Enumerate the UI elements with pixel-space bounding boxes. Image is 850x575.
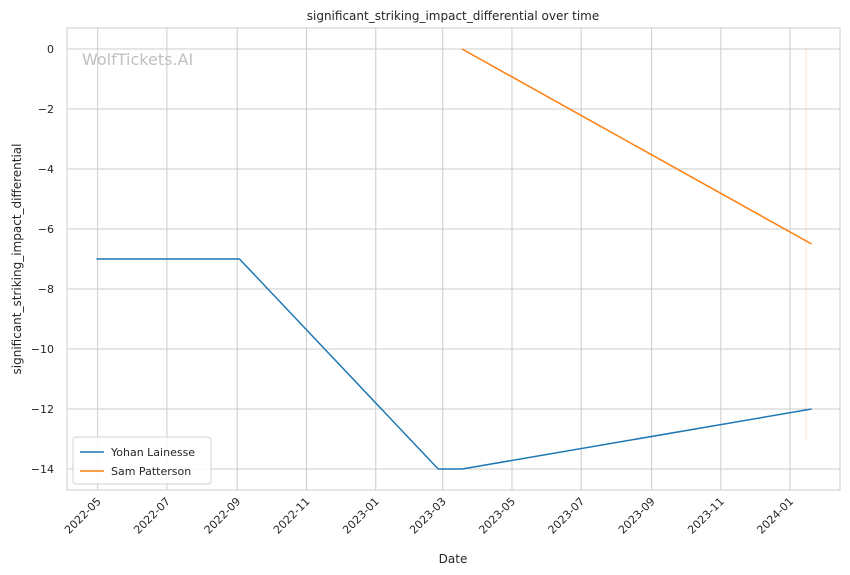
x-tick-label: 2023-05 [476, 495, 518, 537]
x-tick-label: 2023-01 [340, 495, 382, 537]
legend: Yohan Lainesse Sam Patterson [72, 436, 212, 485]
x-tick-label: 2024-01 [754, 495, 796, 537]
x-tick-label: 2022-11 [271, 495, 313, 537]
y-tick-label: −2 [38, 103, 54, 116]
legend-label-sam-patterson: Sam Patterson [111, 465, 191, 478]
legend-box [72, 436, 212, 485]
y-tick-label: −6 [38, 223, 54, 236]
x-axis-ticks: 2022-05 2022-07 2022-09 2022-11 2023-01 2023-… [62, 495, 796, 537]
y-tick-label: −14 [31, 463, 54, 476]
chart-title: significant_striking_impact_differential… [307, 9, 599, 23]
y-tick-label: −4 [38, 163, 54, 176]
x-tick-label: 2022-07 [131, 495, 173, 537]
watermark: WolfTickets.AI [82, 50, 193, 69]
x-tick-label: 2022-09 [202, 495, 244, 537]
x-tick-label: 2023-09 [616, 495, 658, 537]
y-tick-label: −12 [31, 403, 54, 416]
y-tick-label: 0 [47, 43, 54, 56]
series-line-sam-patterson [461, 48, 812, 245]
x-tick-label: 2023-07 [546, 495, 588, 537]
x-axis-label: Date [439, 552, 468, 566]
x-tick-label: 2022-05 [62, 495, 104, 537]
x-tick-label: 2023-11 [685, 495, 727, 537]
y-axis-label: significant_striking_impact_differential [10, 144, 24, 375]
legend-label-yohan-lainesse: Yohan Lainesse [110, 446, 195, 459]
series-layer [96, 48, 812, 470]
y-tick-label: −8 [38, 283, 54, 296]
y-tick-label: −10 [31, 343, 54, 356]
x-tick-label: 2023-03 [407, 495, 449, 537]
y-axis-ticks: 0 −2 −4 −6 −8 −10 −12 −14 [31, 43, 54, 476]
series-line-yohan-lainesse [96, 258, 812, 470]
